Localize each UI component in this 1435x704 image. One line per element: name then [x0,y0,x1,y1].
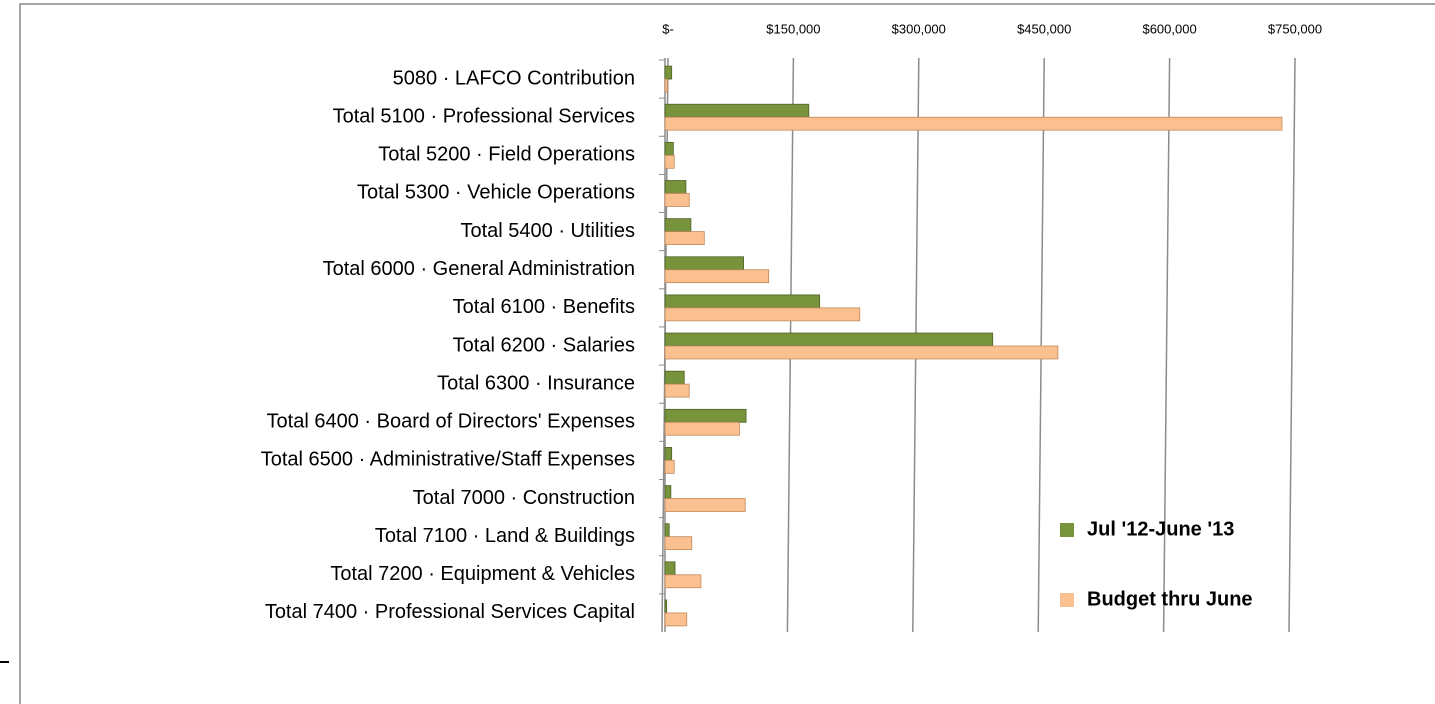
y-tick-label: Total 7400 · Professional Services Capit… [265,601,635,623]
chart-frame [19,3,1435,704]
bar [664,383,690,398]
x-tick-label: $150,000 [766,21,820,36]
bar [664,574,702,589]
y-tick-label: Total 5300 · Vehicle Operations [357,182,635,204]
bar [664,180,687,194]
bar [664,332,994,347]
bar [664,116,1283,131]
y-tick-label: Total 7200 · Equipment & Vehicles [330,563,635,585]
y-tick-label: Total 6100 · Benefits [453,296,635,318]
bar [664,345,1059,360]
grid-line [1162,57,1171,633]
y-tick-label: Total 6000 · General Administration [323,258,635,280]
y-tick-label: Total 6200 · Salaries [453,334,635,356]
bar [664,256,744,271]
bar [664,561,676,576]
y-tick-label: Total 6300 · Insurance [437,372,635,394]
x-tick-label: $450,000 [1017,21,1071,36]
bar [664,307,861,322]
grid-line [1288,57,1296,633]
bar [664,523,670,538]
bar [664,599,668,614]
bar [664,408,747,423]
y-tick-label: 5080 · LAFCO Contribution [393,67,635,89]
bar [664,154,675,169]
x-tick-label: $750,000 [1268,21,1322,36]
legend-swatch [1060,523,1074,537]
bar [664,103,810,118]
y-tick-label: Total 7100 · Land & Buildings [375,525,635,547]
y-tick-label: Total 6400 · Board of Directors' Expense… [267,411,635,433]
legend-label: Jul '12-June '13 [1087,518,1234,540]
bar [664,421,740,436]
x-tick-label: $- [662,21,674,36]
bar [664,193,690,207]
grid-line [1037,57,1045,633]
y-tick-label: Total 5100 · Professional Services [333,105,635,127]
bar [664,447,673,461]
legend-label: Budget thru June [1087,588,1253,610]
bar [664,231,705,245]
bar [664,498,746,512]
bar [664,65,673,80]
y-tick-label: Total 5400 · Utilities [460,220,635,242]
y-tick-label: Total 7000 · Construction [413,487,635,509]
bar [664,78,668,93]
y-tick-label: Total 6500 · Administrative/Staff Expens… [261,449,635,471]
bar [664,536,693,551]
bar [664,370,685,385]
bar [664,269,770,284]
x-tick-label: $300,000 [892,21,946,36]
bar [664,459,675,474]
bar [664,218,692,233]
bar [664,612,688,627]
legend-swatch [1060,593,1074,607]
x-tick-label: $600,000 [1142,21,1196,36]
bar [664,141,674,156]
bar [664,485,672,499]
y-tick-label: Total 5200 · Field Operations [378,144,635,166]
bar [664,294,821,309]
